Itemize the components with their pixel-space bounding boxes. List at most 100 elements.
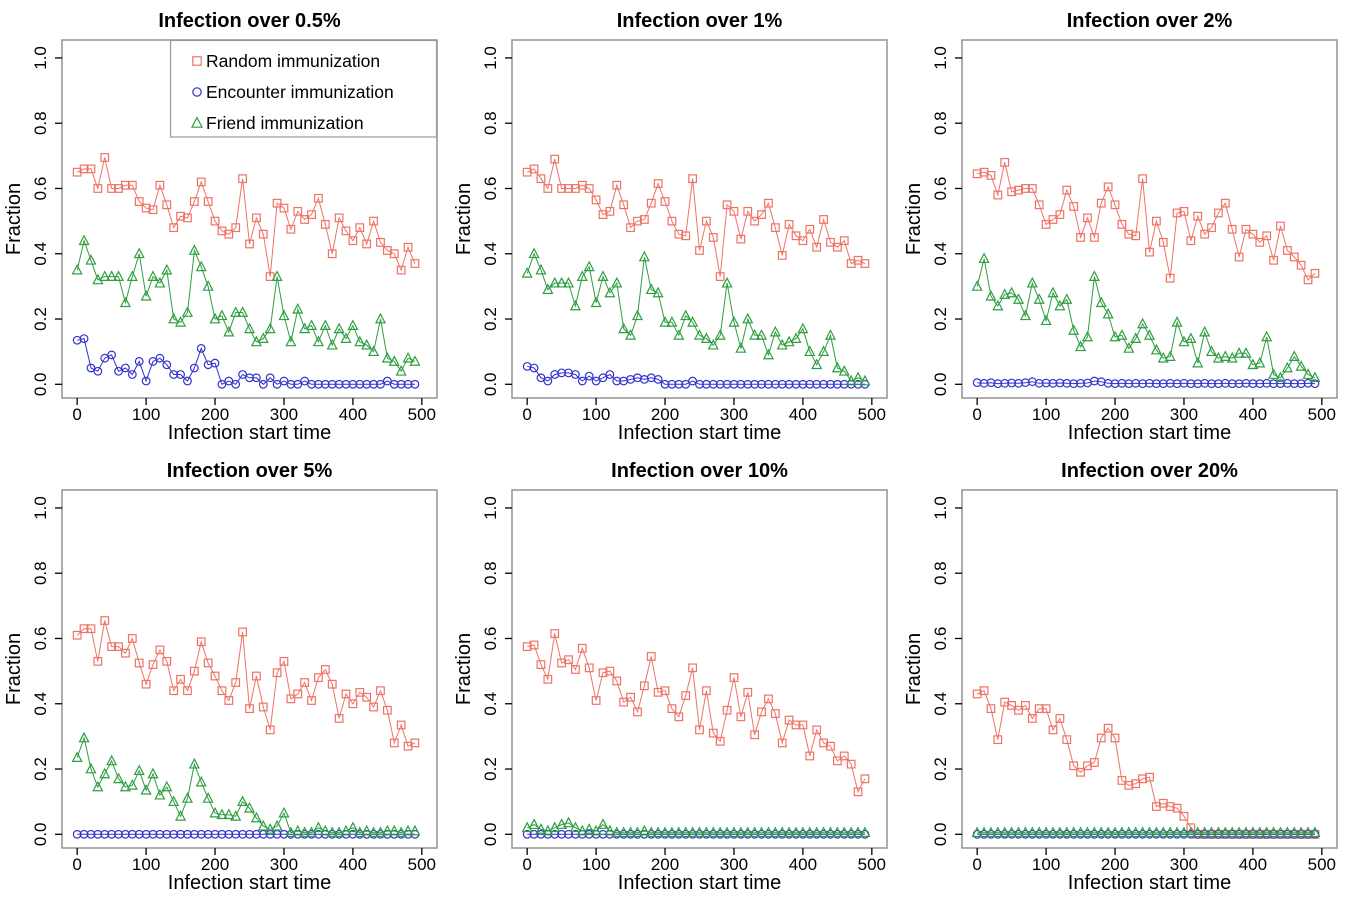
x-axis: 0 100 200 300 400 500 Infection start time [522, 848, 886, 894]
x-tick-label: 200 [201, 855, 229, 874]
panel-title: Infection over 1% [617, 10, 783, 32]
panel-title: Infection over 2% [1067, 10, 1233, 32]
x-tick-label: 300 [720, 405, 748, 424]
y-axis-title: Fraction [453, 183, 475, 255]
legend-item-random-immunization: Random immunization [192, 51, 380, 71]
x-tick-label: 200 [201, 405, 229, 424]
x-tick-label: 500 [1308, 855, 1336, 874]
x-axis-title: Infection start time [1068, 872, 1231, 894]
y-tick-label: 0.6 [481, 177, 500, 201]
plot-frame [961, 39, 1338, 399]
x-tick-label: 0 [972, 405, 981, 424]
x-tick-label: 400 [1239, 855, 1267, 874]
y-tick-label: 0.0 [31, 372, 50, 396]
x-axis: 0 100 200 300 400 500 Infection start time [72, 848, 436, 894]
x-tick-label: 400 [1239, 405, 1267, 424]
x-tick-label: 0 [72, 405, 81, 424]
series-encounter-immunization [522, 361, 870, 389]
x-axis: 0 100 200 300 400 500 Infection start time [72, 398, 436, 444]
x-tick-label: 100 [132, 405, 160, 424]
x-axis-title: Infection start time [618, 872, 781, 894]
series-random-immunization [72, 616, 420, 751]
plot-frame [961, 489, 1338, 849]
y-tick-label: 0.8 [931, 561, 950, 585]
y-tick-label: 0.0 [31, 822, 50, 846]
x-tick-label: 400 [789, 855, 817, 874]
series-random-immunization [972, 157, 1320, 285]
x-tick-label: 500 [858, 405, 886, 424]
panel-title: Infection over 0.5% [158, 10, 340, 32]
y-tick-label: 0.4 [481, 692, 500, 716]
y-axis: 0.0 0.2 0.4 0.6 0.8 1.0 Fraction [3, 46, 62, 396]
y-axis: 0.0 0.2 0.4 0.6 0.8 1.0 Fraction [903, 496, 962, 846]
y-tick-label: 0.6 [931, 627, 950, 651]
x-tick-label: 500 [1308, 405, 1336, 424]
x-tick-label: 100 [1032, 405, 1060, 424]
plot-frame [61, 489, 438, 849]
plot-frame [511, 39, 888, 399]
y-tick-label: 0.2 [931, 307, 950, 331]
y-tick-label: 0.0 [481, 822, 500, 846]
x-axis-title: Infection start time [168, 872, 331, 894]
series-random-immunization [72, 153, 420, 281]
y-axis-title: Fraction [903, 183, 925, 255]
plot-frame [511, 489, 888, 849]
x-tick-label: 400 [339, 855, 367, 874]
y-tick-label: 0.0 [931, 822, 950, 846]
y-tick-label: 1.0 [481, 46, 500, 70]
x-tick-label: 200 [651, 855, 679, 874]
y-tick-label: 0.8 [31, 111, 50, 135]
y-tick-label: 0.6 [31, 627, 50, 651]
y-tick-label: 1.0 [931, 496, 950, 520]
legend-item-label: Encounter immunization [206, 82, 394, 102]
x-tick-label: 200 [1101, 405, 1129, 424]
series-random-immunization [522, 629, 870, 797]
series-random-immunization [522, 154, 870, 281]
x-tick-label: 500 [408, 855, 436, 874]
x-axis-title: Infection start time [168, 422, 331, 444]
x-tick-label: 0 [72, 855, 81, 874]
x-tick-label: 300 [270, 405, 298, 424]
y-axis-title: Fraction [453, 633, 475, 705]
x-tick-label: 100 [132, 855, 160, 874]
x-tick-label: 300 [270, 855, 298, 874]
y-axis: 0.0 0.2 0.4 0.6 0.8 1.0 Fraction [453, 46, 512, 396]
y-tick-label: 0.2 [481, 757, 500, 781]
x-axis-title: Infection start time [618, 422, 781, 444]
panel-title: Infection over 20% [1061, 460, 1238, 482]
y-axis: 0.0 0.2 0.4 0.6 0.8 1.0 Fraction [903, 46, 962, 396]
series-friend-immunization [971, 826, 1321, 838]
series-friend-immunization [521, 247, 871, 386]
y-tick-label: 0.8 [481, 561, 500, 585]
x-tick-label: 300 [1170, 405, 1198, 424]
panel-title: Infection over 10% [611, 460, 788, 482]
y-tick-label: 0.0 [931, 372, 950, 396]
y-tick-label: 0.8 [931, 111, 950, 135]
legend: Random immunization Encounter immunizatio… [169, 39, 438, 138]
x-axis-title: Infection start time [1068, 422, 1231, 444]
y-tick-label: 0.4 [31, 242, 50, 266]
legend-item-label: Random immunization [206, 51, 380, 71]
y-tick-label: 1.0 [481, 496, 500, 520]
y-tick-label: 0.8 [31, 561, 50, 585]
chart-panel-infection-over-2-percent: 0 100 200 300 400 500 Infection start time 0.0 0… [903, 10, 1338, 444]
x-tick-label: 300 [1170, 855, 1198, 874]
series-encounter-immunization [72, 334, 420, 389]
y-tick-label: 0.2 [931, 757, 950, 781]
y-tick-label: 1.0 [31, 46, 50, 70]
x-tick-label: 500 [408, 405, 436, 424]
y-axis: 0.0 0.2 0.4 0.6 0.8 1.0 Fraction [453, 496, 512, 846]
series-random-immunization [972, 686, 1320, 839]
legend-item-friend-immunization: Friend immunization [190, 113, 364, 133]
series-friend-immunization [521, 816, 871, 838]
y-axis-title: Fraction [3, 183, 25, 255]
y-tick-label: 0.6 [481, 627, 500, 651]
y-axis: 0.0 0.2 0.4 0.6 0.8 1.0 Fraction [3, 496, 62, 846]
x-tick-label: 0 [522, 855, 531, 874]
y-tick-label: 0.0 [481, 372, 500, 396]
chart-panel-infection-over-5-percent: 0 100 200 300 400 500 Infection start time 0.0 0… [3, 460, 438, 894]
x-tick-label: 100 [582, 855, 610, 874]
